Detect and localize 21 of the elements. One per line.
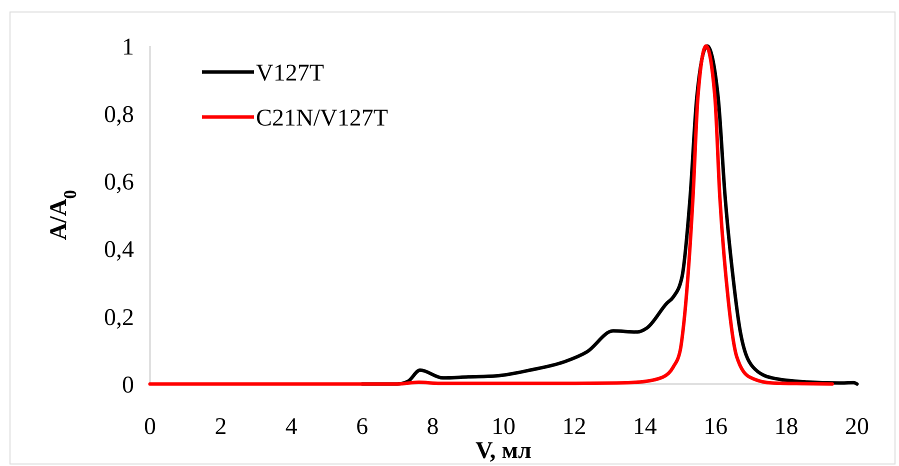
line-series — [148, 44, 834, 386]
x-tick-label: 12 — [562, 414, 586, 440]
x-tick-label: 20 — [845, 414, 869, 440]
x-tick-label: 6 — [356, 414, 368, 440]
y-tick-label: 1 — [122, 34, 134, 60]
x-tick-label: 18 — [774, 414, 798, 440]
x-tick-label: 10 — [492, 414, 516, 440]
x-tick-label: 8 — [426, 414, 439, 440]
legend-label: V127T — [256, 60, 324, 86]
y-tick-label: 0,4 — [104, 237, 134, 264]
x-tick-label: 14 — [632, 414, 657, 440]
x-tick-label: 0 — [144, 414, 156, 440]
y-tick-label: 0,2 — [104, 304, 134, 331]
x-tick-label: 4 — [285, 414, 298, 440]
y-tick-label: 0 — [122, 372, 134, 398]
x-tick-label: 2 — [214, 414, 227, 440]
y-tick-label: 0,6 — [104, 170, 134, 196]
x-tick-label: 16 — [704, 414, 728, 440]
x-axis-title: V, мл — [475, 438, 532, 464]
legend-label: C21N/V127T — [256, 105, 388, 132]
y-tick-label: 0,8 — [104, 102, 134, 128]
